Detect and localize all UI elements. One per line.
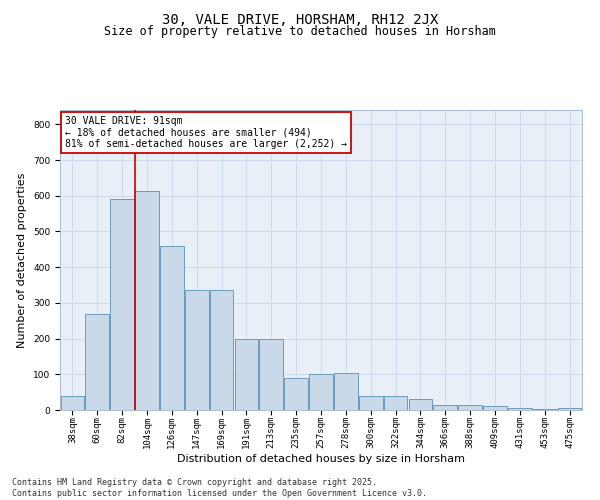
Bar bbox=[210, 290, 233, 410]
Bar bbox=[235, 338, 258, 410]
Bar bbox=[110, 200, 134, 410]
Bar bbox=[135, 192, 159, 410]
Bar bbox=[334, 372, 358, 410]
Bar bbox=[433, 404, 457, 410]
Bar bbox=[558, 408, 581, 410]
Text: Size of property relative to detached houses in Horsham: Size of property relative to detached ho… bbox=[104, 25, 496, 38]
Text: Contains HM Land Registry data © Crown copyright and database right 2025.
Contai: Contains HM Land Registry data © Crown c… bbox=[12, 478, 427, 498]
Bar bbox=[483, 406, 507, 410]
Bar bbox=[185, 290, 209, 410]
Bar bbox=[61, 396, 84, 410]
Bar bbox=[309, 374, 333, 410]
Bar bbox=[85, 314, 109, 410]
Bar bbox=[458, 404, 482, 410]
Bar bbox=[359, 396, 383, 410]
Bar bbox=[259, 338, 283, 410]
Y-axis label: Number of detached properties: Number of detached properties bbox=[17, 172, 28, 348]
Text: 30 VALE DRIVE: 91sqm
← 18% of detached houses are smaller (494)
81% of semi-deta: 30 VALE DRIVE: 91sqm ← 18% of detached h… bbox=[65, 116, 347, 149]
Bar bbox=[384, 396, 407, 410]
Bar bbox=[508, 408, 532, 410]
X-axis label: Distribution of detached houses by size in Horsham: Distribution of detached houses by size … bbox=[177, 454, 465, 464]
Bar bbox=[409, 400, 432, 410]
Bar bbox=[284, 378, 308, 410]
Bar bbox=[160, 246, 184, 410]
Bar bbox=[533, 409, 557, 410]
Text: 30, VALE DRIVE, HORSHAM, RH12 2JX: 30, VALE DRIVE, HORSHAM, RH12 2JX bbox=[162, 12, 438, 26]
